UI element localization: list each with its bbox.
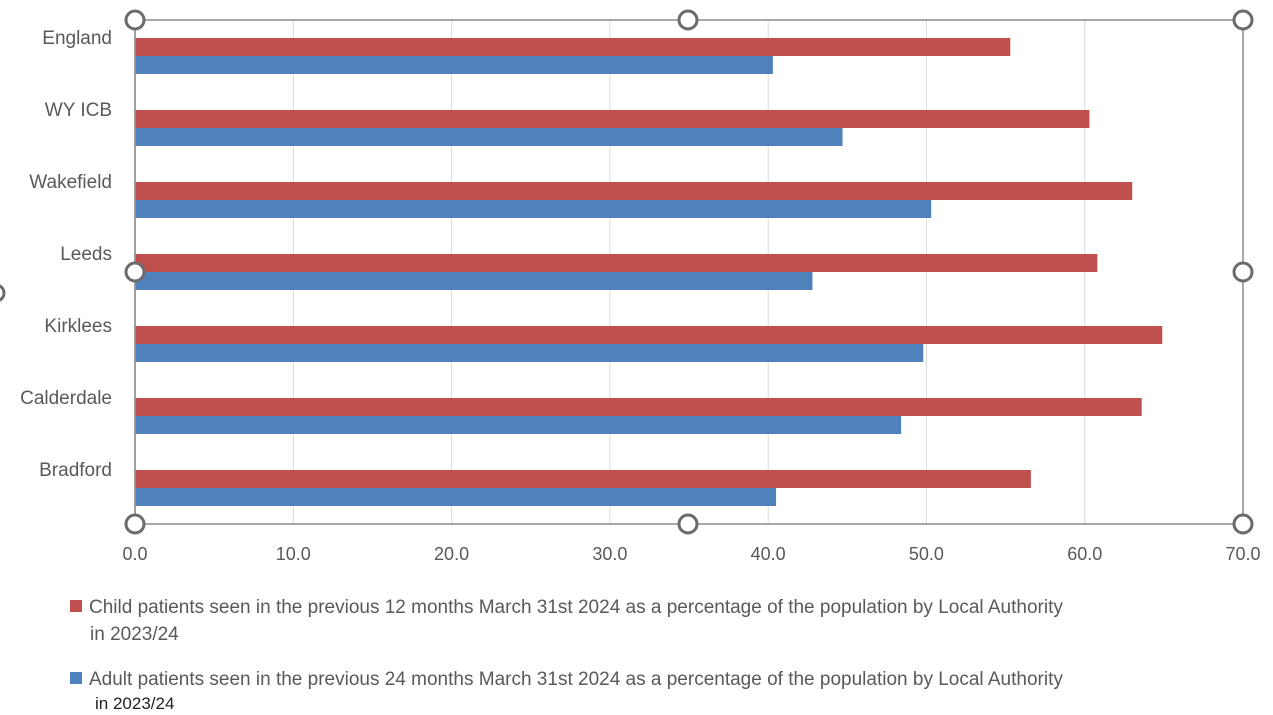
legend-swatch-child xyxy=(70,600,82,612)
bar-adult xyxy=(135,344,924,362)
bar-adult xyxy=(135,272,813,290)
resize-handle[interactable] xyxy=(1232,513,1254,535)
bar-child xyxy=(135,110,1090,128)
x-tick-label: 10.0 xyxy=(276,544,311,564)
bar-child xyxy=(135,38,1011,56)
legend-label-adult: Adult patients seen in the previous 24 m… xyxy=(89,669,1063,690)
x-tick-label: 40.0 xyxy=(751,544,786,564)
category-label: Bradford xyxy=(39,460,112,481)
bar-adult xyxy=(135,416,902,434)
bar-child xyxy=(135,254,1098,272)
bars xyxy=(135,38,1163,506)
x-tick-label: 0.0 xyxy=(122,544,147,564)
legend-label-child: Child patients seen in the previous 12 m… xyxy=(89,597,1063,618)
resize-handle[interactable] xyxy=(1232,9,1254,31)
bar-adult xyxy=(135,488,777,506)
legend-label-child-cont: in 2023/24 xyxy=(90,624,179,645)
resize-handle[interactable] xyxy=(1232,261,1254,283)
bar-adult xyxy=(135,56,773,74)
legend-item-adult: Adult patients seen in the previous 24 m… xyxy=(70,666,1260,715)
bar-child xyxy=(135,326,1163,344)
x-tick-label: 60.0 xyxy=(1067,544,1102,564)
resize-handle[interactable] xyxy=(677,513,699,535)
resize-handle[interactable] xyxy=(124,513,146,535)
bar-adult xyxy=(135,128,843,146)
x-tick-label: 20.0 xyxy=(434,544,469,564)
resize-handle[interactable] xyxy=(124,9,146,31)
bar-adult xyxy=(135,200,932,218)
category-label: Calderdale xyxy=(20,388,112,409)
bar-child xyxy=(135,398,1142,416)
x-tick-label: 70.0 xyxy=(1225,544,1260,564)
category-labels: England WY ICB Wakefield Leeds Kirklees Calde… xyxy=(20,28,112,481)
resize-handle[interactable] xyxy=(677,9,699,31)
bar-child xyxy=(135,182,1133,200)
category-label: WY ICB xyxy=(45,100,112,121)
resize-handle[interactable] xyxy=(0,284,6,302)
x-tick-labels: 0.0 10.0 20.0 30.0 40.0 50.0 60.0 70.0 xyxy=(122,544,1260,564)
category-label: Wakefield xyxy=(29,172,112,193)
x-tick-label: 50.0 xyxy=(909,544,944,564)
chart-selection-frame[interactable] xyxy=(0,9,1254,535)
resize-handle[interactable] xyxy=(124,261,146,283)
category-label: England xyxy=(42,28,112,49)
bar-child xyxy=(135,470,1031,488)
category-label: Leeds xyxy=(60,244,112,265)
category-label: Kirklees xyxy=(44,316,112,337)
legend-swatch-adult xyxy=(70,672,82,684)
legend-label-adult-cont: in 2023/24 xyxy=(95,694,175,713)
x-tick-label: 30.0 xyxy=(592,544,627,564)
legend-item-child: Child patients seen in the previous 12 m… xyxy=(70,594,1260,648)
